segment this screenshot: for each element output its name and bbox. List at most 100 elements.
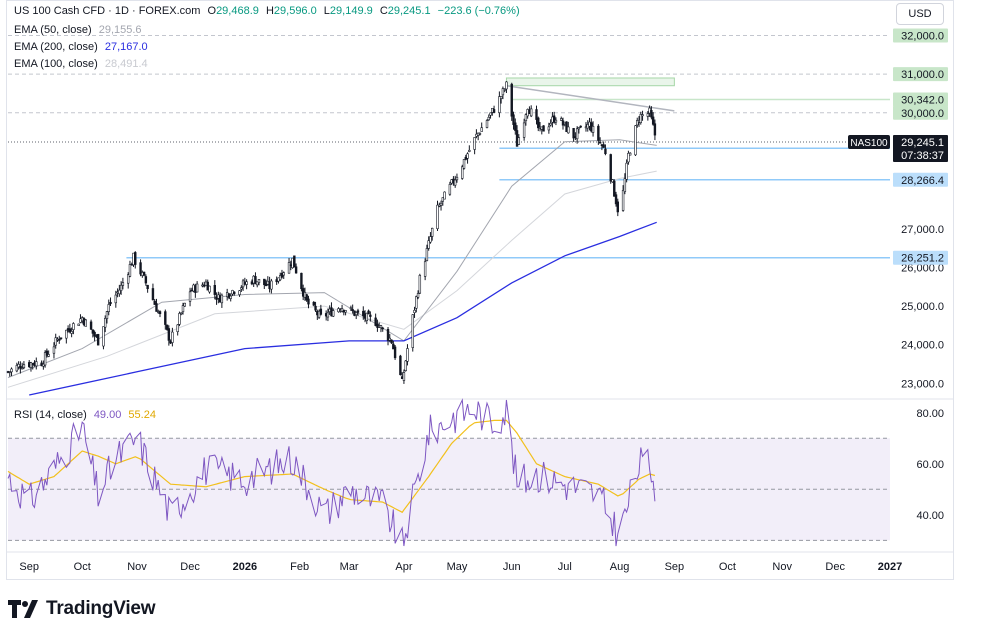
ema100-legend[interactable]: EMA (100, close) 28,491.4: [14, 58, 152, 70]
candle-body: [144, 276, 148, 284]
symbol-legend[interactable]: US 100 Cash CFD · 1D · FOREX.com O29,468…: [14, 5, 524, 17]
candle-body: [579, 125, 582, 128]
candle-body: [413, 309, 416, 314]
rsi-legend[interactable]: RSI (14, close) 49.00 55.24: [14, 409, 160, 421]
candle-body: [489, 112, 492, 116]
candle-body: [35, 361, 38, 367]
time-axis-label: Apr: [395, 561, 412, 573]
candle-body: [636, 120, 639, 126]
candle-body: [229, 295, 232, 299]
rsi-value: 49.00: [93, 409, 122, 421]
candle-body: [54, 337, 57, 346]
trendline: [506, 84, 675, 112]
grid-layer: [7, 398, 953, 553]
candle-body: [466, 153, 469, 159]
candle-body: [429, 236, 432, 243]
ema200-legend[interactable]: EMA (200, close) 27,167.0: [14, 41, 152, 53]
candle-body: [367, 310, 370, 315]
ema200-label: EMA (200, close): [14, 41, 98, 53]
candle-body: [416, 293, 420, 298]
candle-body: [307, 298, 310, 305]
candle-body: [139, 262, 142, 275]
candle-body: [146, 284, 149, 290]
candle-body: [487, 116, 490, 121]
candle-body: [501, 88, 505, 96]
candle-body: [402, 372, 406, 381]
candle-body: [165, 324, 169, 330]
ohlc-high: H29,596.0: [265, 5, 317, 17]
axis-labels: 32,000.0 31,000.0 30,000.0 27,000.0 26,000.0…: [19, 28, 948, 573]
candle-body: [461, 166, 464, 179]
price-tag-label: 31,000.0: [901, 69, 944, 81]
ema100-label: EMA (100, close): [14, 58, 98, 70]
candle-body: [418, 275, 422, 294]
tradingview-logo-icon: [8, 600, 38, 618]
candles-layer: [6, 81, 657, 384]
symbol-tag-bg: [848, 134, 890, 149]
candle-body: [577, 126, 581, 130]
candle-body: [453, 179, 457, 186]
currency-button[interactable]: USD: [896, 3, 944, 25]
rsi-axis-label: 40.00: [916, 510, 944, 522]
time-axis-label: Oct: [719, 561, 736, 573]
ema200-line: [29, 221, 657, 396]
time-axis-label: Sep: [665, 561, 685, 573]
tradingview-logo[interactable]: TradingView: [8, 598, 156, 620]
time-axis-label: Oct: [74, 561, 91, 573]
candle-body: [171, 331, 174, 343]
ema100-line: [7, 170, 657, 388]
candle-body: [609, 154, 612, 182]
price-axis-label: 27,000.0: [901, 224, 944, 236]
currency-label: USD: [908, 8, 932, 20]
candle-body: [404, 360, 407, 371]
time-axis-label: Aug: [610, 561, 630, 573]
candle-body: [602, 144, 605, 148]
candle-body: [613, 180, 616, 197]
candle-body: [356, 310, 360, 313]
candle-body: [47, 354, 50, 357]
rsi-axis-label: 80.00: [916, 408, 944, 420]
symbol-title: US 100 Cash CFD · 1D · FOREX.com: [14, 5, 201, 17]
time-axis-label: 2026: [233, 561, 257, 573]
countdown-label: 07:38:37: [901, 150, 944, 162]
candle-body: [399, 355, 402, 376]
candle-body: [567, 126, 570, 134]
candle-body: [263, 278, 266, 286]
candle-body: [423, 261, 427, 277]
price-axis-label: 25,000.0: [901, 301, 944, 313]
candle-body: [22, 364, 26, 368]
candle-body: [245, 281, 248, 285]
candle-body: [227, 293, 231, 298]
candle-body: [70, 331, 73, 334]
candle-body: [512, 114, 515, 125]
time-axis-label: Nov: [772, 561, 792, 573]
candle-body: [59, 337, 63, 340]
candle-body: [431, 227, 434, 237]
candle-body: [510, 83, 513, 117]
candle-body: [68, 328, 72, 333]
candle-body: [439, 202, 443, 206]
price-change: −223.6 (−0.76%): [437, 5, 520, 17]
candle-body: [305, 294, 308, 301]
candle-body: [158, 311, 162, 314]
candle-body: [524, 114, 528, 122]
candle-body: [448, 184, 452, 195]
candle-body: [616, 201, 619, 213]
candle-body: [102, 326, 105, 347]
candle-body: [153, 300, 156, 305]
brand-name: TradingView: [46, 598, 156, 619]
candle-body: [233, 291, 236, 295]
chart-frame: [6, 0, 954, 580]
candle-body: [517, 137, 521, 145]
candle-body: [118, 289, 121, 295]
candle-body: [614, 194, 618, 205]
candle-body: [646, 113, 650, 117]
candle-body: [639, 114, 642, 123]
candle-body: [52, 346, 56, 354]
candle-body: [319, 308, 323, 315]
ema50-legend[interactable]: EMA (50, close) 29,155.6: [14, 24, 146, 36]
candle-body: [393, 346, 397, 359]
candle-body: [77, 323, 80, 326]
candle-body: [155, 303, 158, 312]
